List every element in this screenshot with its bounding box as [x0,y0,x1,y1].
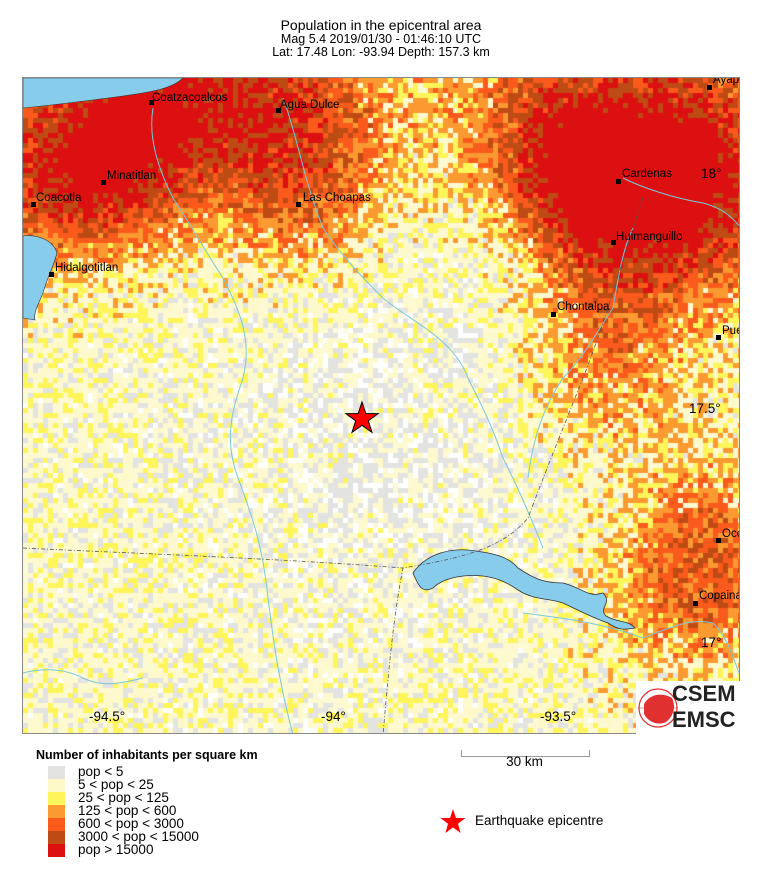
city-label: Huimanguillo [616,231,683,243]
lon-label-93-5: -93.5° [540,709,577,724]
city-label: Pue [722,325,739,337]
logo-text-bottom: EMSC [672,707,736,732]
map-overlay [23,78,739,733]
city-label: Minatitlan [107,170,157,182]
legend-label: 25 < pop < 125 [78,790,169,805]
city-label: Copaina [699,590,740,602]
event-info: Mag 5.4 2019/01/30 - 01:46:10 UTC [280,32,482,46]
river [622,177,739,227]
epicentre-legend-star-icon [440,809,466,833]
legend-label: 600 < pop < 3000 [78,816,184,831]
scale-bar [461,750,590,757]
lon-label-94-5: -94.5° [89,709,126,724]
city-label: Coacotla [36,192,82,204]
lat-label-17: 17° [701,635,722,650]
lon-label-94: -94° [321,709,346,724]
globe-logo-icon [638,688,678,728]
legend-title: Number of inhabitants per square km [36,748,258,762]
lat-label-18: 18° [701,166,722,181]
lat-label-17-5: 17.5° [689,401,721,416]
legend-swatch [48,779,65,792]
legend-swatch [48,766,65,779]
legend-label: 3000 < pop < 15000 [78,829,199,844]
lagoon-water [23,235,58,321]
legend-swatch [48,792,65,805]
legend-label: pop > 15000 [78,842,154,857]
city-label: Coatzacoalcos [152,92,228,104]
location-info: Lat: 17.48 Lon: -93.94 Depth: 157.3 km [272,45,490,59]
city-label: Agua Dulce [280,99,340,111]
city-label: Ayap [713,77,740,86]
city-label: Hidalgotitlan [55,262,119,274]
population-map[interactable]: Coatzacoalcos Agua Dulce Minatitlan Coac… [22,77,740,734]
river [151,107,294,733]
city-label: Chontalpa [557,301,610,313]
csem-emsc-logo: CSEM EMSC [636,681,740,734]
reservoir-water [412,549,636,630]
city-label: Oco [722,528,739,540]
city-label: Cardenas [622,168,672,180]
river [23,669,144,685]
epicentre-star-icon [344,400,380,434]
epicentre-legend-label: Earthquake epicentre [475,813,604,828]
logo-text-top: CSEM [672,681,736,706]
legend-swatch [48,831,65,844]
river [527,227,634,479]
state-border [382,197,644,733]
river [282,97,544,549]
legend-label: pop < 5 [78,764,124,779]
legend-swatch [48,805,65,818]
map-title: Population in the epicentral area [280,17,482,33]
state-border [23,547,404,569]
legend-swatch [48,818,65,831]
river [522,612,739,675]
gulf-water [23,78,184,109]
legend-swatch [48,844,65,857]
legend-label: 5 < pop < 25 [78,777,154,792]
city-label: Las Choapas [303,192,371,204]
legend-label: 125 < pop < 600 [78,803,177,818]
scale-label: 30 km [506,754,543,769]
